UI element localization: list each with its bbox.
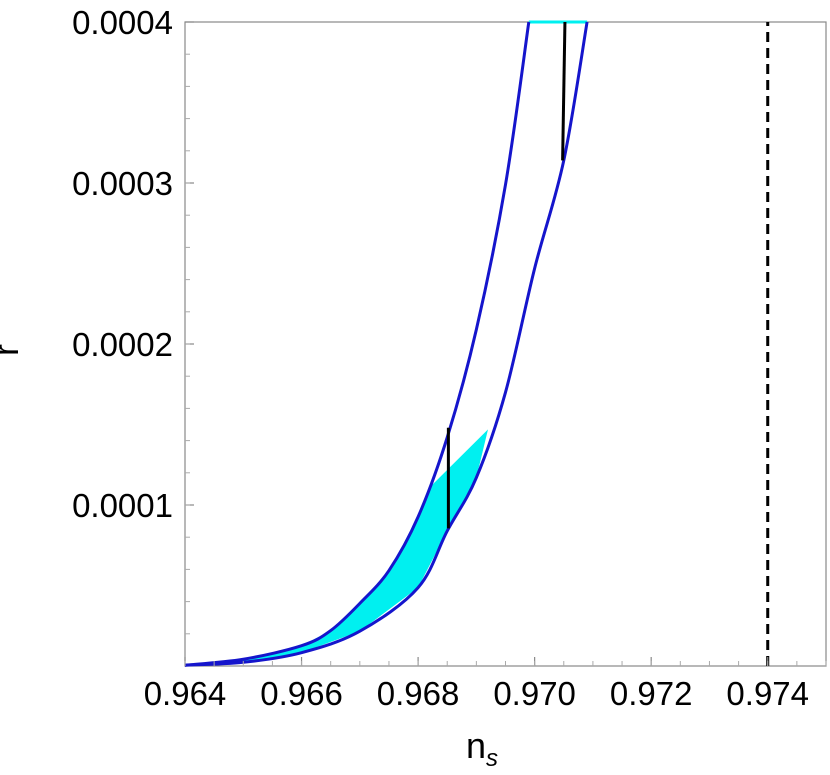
- x-tick-label: 0.970: [493, 675, 576, 712]
- shaded-region: [185, 429, 489, 666]
- x-axis-label-subscript: s: [486, 745, 498, 772]
- x-tick-label: 0.968: [377, 675, 460, 712]
- x-axis-label-main: n: [466, 725, 486, 766]
- vertical-segment-high: [561, 21, 567, 161]
- x-tick-label: 0.966: [260, 675, 343, 712]
- lower-boundary-curve: [184, 21, 589, 667]
- y-tick-label: 0.0004: [72, 4, 173, 41]
- chart-marks: [184, 20, 770, 667]
- y-tick-label: 0.0001: [72, 487, 173, 524]
- y-tick-label: 0.0003: [72, 165, 173, 202]
- x-tick-label: 0.974: [726, 675, 809, 712]
- y-tick-label: 0.0002: [72, 326, 173, 363]
- x-tick-label: 0.972: [610, 675, 693, 712]
- x-axis-label: ns: [466, 725, 498, 772]
- plot-frame: [184, 21, 827, 667]
- y-axis-label: r: [0, 344, 26, 356]
- x-tick-label: 0.964: [144, 675, 227, 712]
- upper-boundary-curve: [184, 21, 531, 667]
- axis-ticks: 0.964 0.966 0.968 0.970 0.972 0.974 0.0001 0.00…: [72, 4, 827, 712]
